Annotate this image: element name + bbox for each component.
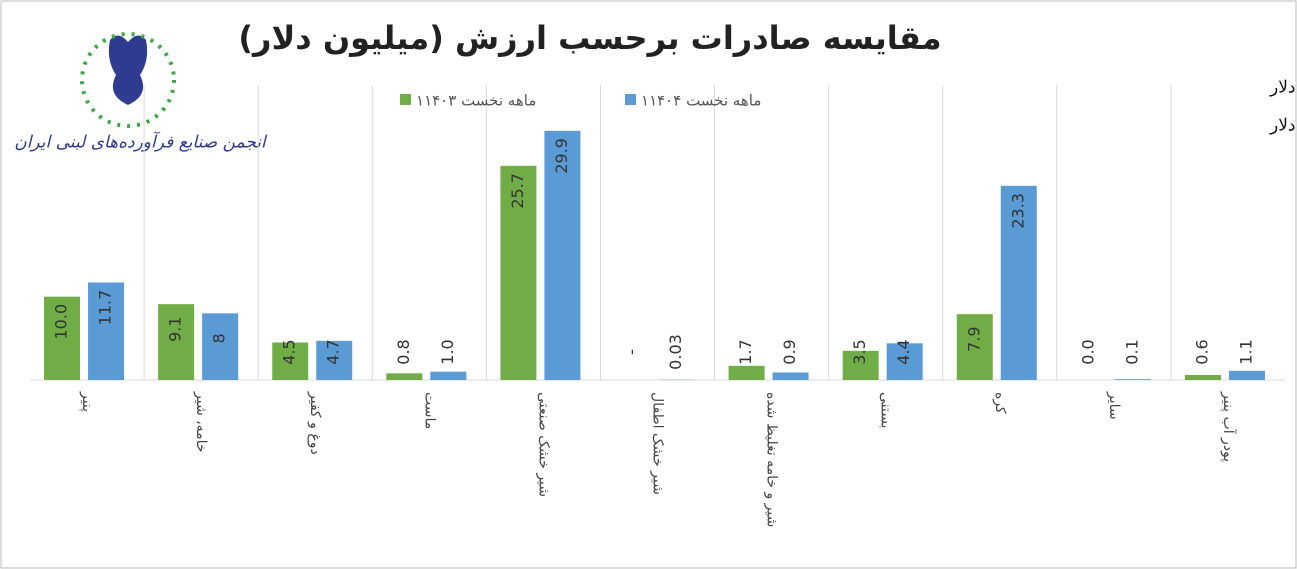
legend-swatch xyxy=(625,94,636,105)
x-tick-label: بستنی xyxy=(878,392,894,429)
bar xyxy=(202,313,239,380)
bar xyxy=(500,165,537,380)
x-tick-label: دوغ و کفیر xyxy=(307,391,323,455)
x-tick-label: شیر خشک صنعتی xyxy=(535,392,551,497)
value-label: 1.7 xyxy=(736,339,755,364)
bar xyxy=(956,314,993,380)
value-label: 0.6 xyxy=(1192,339,1211,364)
bar xyxy=(316,340,353,380)
bar xyxy=(88,282,125,380)
bar xyxy=(1228,370,1265,380)
value-label: 0.1 xyxy=(1122,339,1141,364)
logo-text: انجمن صنایع فرآورده‌های لبنی ایران xyxy=(14,132,268,153)
x-tick-label: شیر و خامه تغلیظ شده xyxy=(764,392,780,527)
bar xyxy=(272,342,309,380)
logo-ring xyxy=(80,32,176,128)
x-tick-label: کره xyxy=(992,392,1008,414)
value-label: 0.03 xyxy=(666,334,685,370)
value-label: 29.9 xyxy=(552,138,571,174)
value-label: 0.0 xyxy=(1078,339,1097,364)
x-tick-label: شیر خشک اطفال xyxy=(650,392,666,495)
chart-title: مقایسه صادرات برحسب ارزش (میلیون دلار) xyxy=(238,19,941,57)
value-label: 0.8 xyxy=(394,339,413,364)
bar xyxy=(44,296,81,380)
bar xyxy=(1184,375,1221,380)
x-tick-label: ماست xyxy=(421,392,437,429)
x-tick-label: خامه، شیر xyxy=(193,391,209,453)
annotation: صادرات یک ماهه 1403: 63.8 میلیون دلار xyxy=(1269,116,1297,136)
value-label: 8 xyxy=(210,333,229,343)
x-tick-label: پنیر xyxy=(79,391,95,412)
value-label: 1.1 xyxy=(1236,339,1255,364)
value-label: 1.0 xyxy=(438,339,457,364)
annotation: صادرات یک ماهه 1404: 84.9 میلیون دلار xyxy=(1269,78,1297,98)
value-label: 4.4 xyxy=(894,339,913,364)
bar xyxy=(430,371,467,380)
value-label: 3.5 xyxy=(850,339,869,364)
bar xyxy=(544,130,581,380)
x-tick-label: پودر آب پنیر xyxy=(1220,391,1237,462)
value-label: 11.7 xyxy=(96,290,115,326)
bar xyxy=(886,343,923,380)
bar xyxy=(1114,379,1151,380)
bar xyxy=(158,304,195,380)
bar xyxy=(386,373,423,380)
bar xyxy=(1000,185,1037,380)
value-label: 0.9 xyxy=(780,339,799,364)
value-label: 7.9 xyxy=(964,326,983,351)
bar xyxy=(842,350,879,380)
legend-swatch xyxy=(400,94,411,105)
value-label: 9.1 xyxy=(166,316,185,341)
value-label: 23.3 xyxy=(1008,193,1027,229)
x-tick-label: سایر xyxy=(1106,391,1122,420)
value-label: - xyxy=(622,349,641,355)
legend-label: ۱ماهه نخست ۱۴۰۴ xyxy=(641,92,761,110)
bar xyxy=(772,372,809,380)
value-label: 25.7 xyxy=(508,173,527,209)
logo-mark xyxy=(108,35,148,105)
value-label: 4.7 xyxy=(324,339,343,364)
bar xyxy=(728,365,765,380)
logo xyxy=(80,32,176,128)
value-label: 10.0 xyxy=(52,304,71,340)
value-label: 4.5 xyxy=(280,339,299,364)
legend-label: ۱ماهه نخست ۱۴۰۳ xyxy=(416,92,536,110)
